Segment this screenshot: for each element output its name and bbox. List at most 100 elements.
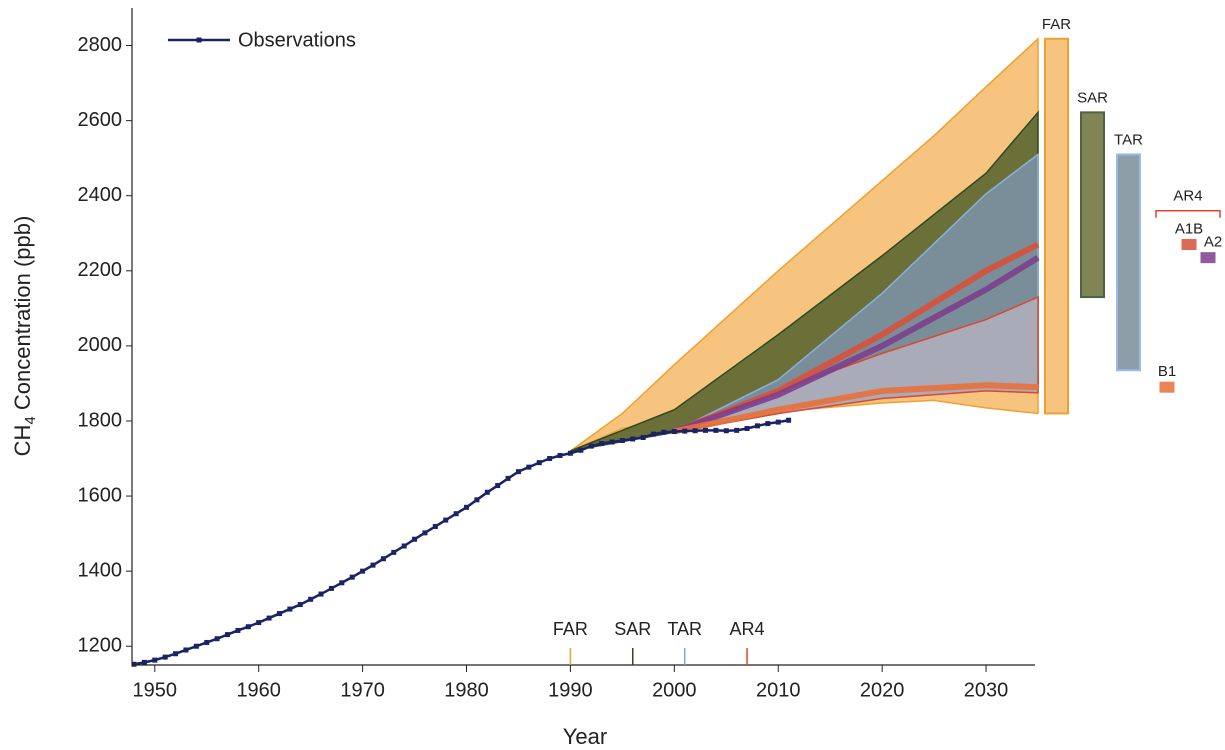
observation-point [443, 517, 449, 523]
y-tick-label: 1800 [78, 409, 123, 431]
observation-point [391, 549, 397, 555]
range-label: FAR [1042, 16, 1071, 33]
range-label: TAR [1114, 131, 1143, 148]
observation-point [235, 627, 241, 633]
observation-point [474, 497, 480, 503]
observation-point [630, 436, 636, 442]
y-tick-label: 1600 [78, 484, 123, 506]
observation-point [723, 428, 729, 434]
report-label: AR4 [730, 619, 765, 639]
scenario-end [1200, 252, 1216, 264]
observation-point [308, 596, 314, 602]
observation-point [266, 615, 272, 621]
observation-point [567, 450, 573, 456]
observation-point [453, 511, 459, 517]
observation-point [380, 556, 386, 562]
observation-point [578, 447, 584, 453]
observation-point [318, 591, 324, 597]
observation-point [131, 661, 137, 667]
observation-point [744, 425, 750, 431]
report-label: SAR [614, 619, 651, 639]
observation-line [133, 418, 789, 666]
observation-point [619, 437, 625, 443]
observation-point [754, 423, 760, 429]
observation-point [682, 428, 688, 434]
observation-point [360, 568, 366, 574]
observation-point [651, 431, 657, 437]
observation-point [775, 419, 781, 425]
observation-point [671, 428, 677, 434]
observation-point [692, 428, 698, 434]
y-tick-label: 1400 [78, 559, 123, 581]
x-tick-label: 2030 [964, 679, 1009, 701]
report-label: TAR [667, 619, 702, 639]
observation-point [515, 469, 521, 475]
observation-point [661, 429, 667, 435]
observation-point [328, 585, 334, 591]
range-bar [1044, 37, 1069, 415]
range-bar [1080, 111, 1105, 299]
observation-point [786, 417, 792, 423]
x-tick-label: 2000 [652, 679, 697, 701]
y-tick-label: 2600 [78, 109, 123, 131]
x-tick-label: 2020 [860, 679, 905, 701]
x-axis-label: Year [563, 724, 607, 749]
scenario-label: B1 [1158, 363, 1176, 380]
scenario-label: A2 [1204, 234, 1222, 251]
y-axis-label: CH4 Concentration (ppb) [10, 216, 39, 457]
report-label: FAR [553, 619, 588, 639]
observation-point [505, 475, 511, 481]
observation-point [702, 427, 708, 433]
x-tick-label: 2010 [756, 679, 801, 701]
ar4-label: AR4 [1173, 188, 1202, 205]
x-tick-label: 1980 [444, 679, 489, 701]
observation-point [464, 504, 470, 510]
legend-label: Observations [238, 29, 356, 51]
observation-point [588, 443, 594, 449]
observation-point [412, 536, 418, 542]
observation-point [204, 639, 210, 645]
scenario-end [1181, 239, 1197, 251]
x-tick-label: 1990 [548, 679, 593, 701]
observation-point [276, 611, 282, 617]
observation-point [370, 562, 376, 568]
y-tick-label: 2800 [78, 34, 123, 56]
observation-point [640, 434, 646, 440]
observation-point [765, 421, 771, 427]
x-tick-label: 1970 [340, 679, 385, 701]
y-tick-label: 2000 [78, 334, 123, 356]
y-tick-label: 2200 [78, 259, 123, 281]
observation-point [245, 624, 251, 630]
observation-point [297, 602, 303, 608]
x-tick-label: 1960 [236, 679, 281, 701]
scenario-line [673, 255, 1040, 435]
ar4-bracket [1155, 209, 1221, 218]
range-label: SAR [1077, 89, 1108, 106]
x-tick-label: 1950 [133, 679, 178, 701]
observation-point [609, 439, 615, 445]
scenario-label: A1B [1175, 220, 1203, 237]
observation-point [401, 543, 407, 549]
observation-point [547, 456, 553, 462]
observation-point [193, 643, 199, 649]
observation-point [484, 489, 490, 495]
observation-point [495, 483, 501, 489]
observation-point [152, 657, 158, 663]
observation-point [599, 440, 605, 446]
observation-point [557, 453, 563, 459]
observation-point [141, 659, 147, 665]
range-bar [1116, 153, 1141, 372]
observation-point [173, 651, 179, 657]
observation-point [536, 460, 542, 466]
observation-point [526, 464, 532, 470]
y-tick-label: 2400 [78, 184, 123, 206]
observation-point [256, 620, 262, 626]
observation-point [734, 427, 740, 433]
observation-point [287, 606, 293, 612]
observation-point [214, 636, 220, 642]
observation-point [432, 523, 438, 529]
y-tick-label: 1200 [78, 635, 123, 657]
observation-point [713, 427, 719, 433]
observation-point [183, 647, 189, 653]
